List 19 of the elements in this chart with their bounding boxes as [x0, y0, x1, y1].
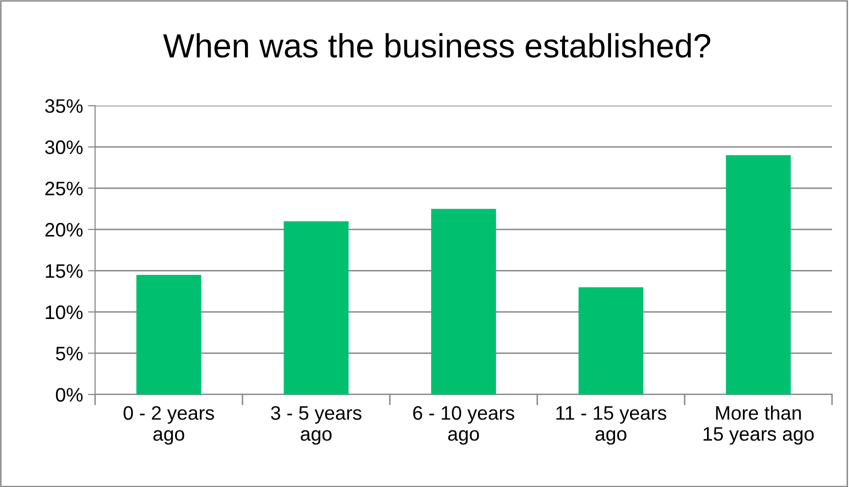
- bar: [284, 221, 349, 394]
- y-tick-label: 15%: [46, 264, 83, 278]
- bar: [578, 287, 644, 394]
- y-tick-label: 35%: [45, 99, 83, 113]
- bar: [136, 274, 202, 394]
- bar: [726, 155, 791, 394]
- x-tick-label: 3 - 5 years ago: [270, 406, 362, 445]
- y-tick-label: 20%: [45, 222, 83, 237]
- chart-title: When was the business established?: [163, 33, 710, 58]
- x-tick-label: More than 15 years ago: [704, 406, 814, 445]
- y-tick-label: 30%: [45, 140, 83, 154]
- y-tick-label: 10%: [46, 305, 83, 320]
- x-tick-label: 11 - 15 years ago: [556, 406, 666, 445]
- bar: [431, 208, 496, 394]
- x-tick-label: 0 - 2 years ago: [124, 406, 214, 445]
- y-tick-label: 0%: [56, 388, 83, 402]
- y-tick-label: 5%: [56, 346, 83, 360]
- y-tick-label: 25%: [45, 182, 83, 196]
- x-tick-label: 6 - 10 years ago: [413, 406, 514, 445]
